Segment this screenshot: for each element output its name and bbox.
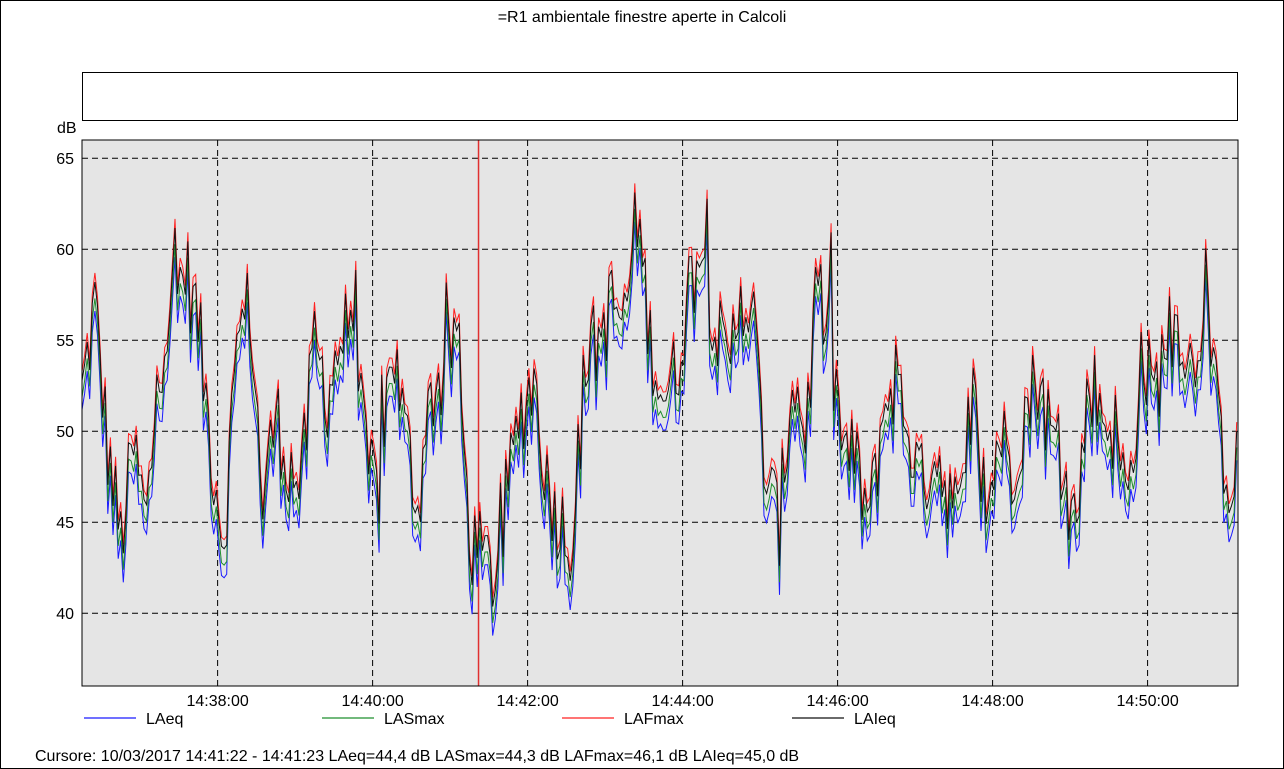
y-tick-label: 55 bbox=[56, 333, 74, 350]
y-tick-label: 45 bbox=[56, 515, 74, 532]
y-tick-label: 50 bbox=[56, 424, 74, 441]
x-tick-label: 14:38:00 bbox=[186, 693, 248, 710]
y-tick-label: 60 bbox=[56, 242, 74, 259]
x-tick-label: 14:46:00 bbox=[806, 693, 868, 710]
y-tick-label: 65 bbox=[56, 151, 74, 168]
y-axis-unit-label: dB bbox=[57, 120, 77, 137]
legend-label-laeq: LAeq bbox=[146, 711, 183, 728]
status-bar-text: Cursore: 10/03/2017 14:41:22 - 14:41:23 … bbox=[35, 748, 799, 765]
legend-label-lafmax: LAFmax bbox=[624, 711, 684, 728]
series-line-laieq bbox=[81, 192, 1238, 607]
x-tick-label: 14:44:00 bbox=[651, 693, 713, 710]
x-tick-label: 14:42:00 bbox=[496, 693, 558, 710]
legend-label-lasmax: LASmax bbox=[384, 711, 444, 728]
legend: LAeq LASmax LAFmax LAIeq bbox=[84, 711, 896, 728]
x-tick-label: 14:48:00 bbox=[961, 693, 1023, 710]
annotation-box bbox=[82, 72, 1238, 121]
x-tick-label: 14:50:00 bbox=[1116, 693, 1178, 710]
plot-area[interactable]: 40 45 50 55 60 65 14:38:00 14:40:00 14:42:00 14:4… bbox=[56, 139, 1239, 710]
legend-label-laieq: LAIeq bbox=[854, 711, 896, 728]
chart-title: =R1 ambientale finestre aperte in Calcol… bbox=[498, 9, 787, 26]
x-tick-label: 14:40:00 bbox=[341, 693, 403, 710]
y-tick-label: 40 bbox=[56, 606, 74, 623]
series-line-lasmax bbox=[81, 208, 1238, 623]
plot-border bbox=[81, 139, 1239, 687]
